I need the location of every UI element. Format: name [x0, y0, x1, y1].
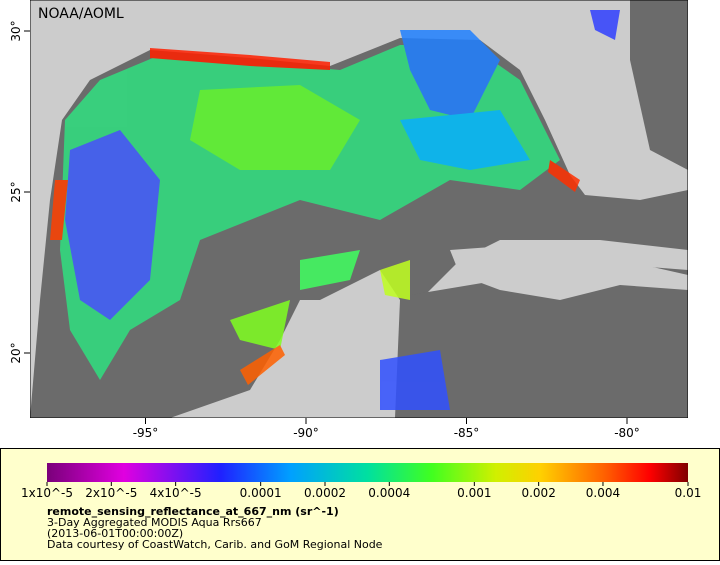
caption-line: 3-Day Aggregated MODIS Aqua Rrs667 [47, 516, 262, 529]
variable-name: remote_sensing_reflectance_at_667_nm (sr… [47, 505, 339, 518]
yucatan [290, 270, 400, 418]
colorbar-tick-label: 0.0001 [240, 486, 282, 500]
colorbar-tick-label: 1x10^-5 [21, 486, 73, 500]
cuba [450, 245, 688, 300]
caption-line: Data courtesy of CoastWatch, Carib. and … [47, 538, 383, 551]
colorbar [47, 463, 688, 482]
colorbar-tick-label: 0.001 [457, 486, 491, 500]
x-tick-label: -95° [133, 426, 159, 440]
x-tick-label: -90° [293, 426, 319, 440]
x-tick-label: -85° [454, 426, 480, 440]
y-tick-label: 25° [9, 181, 23, 202]
colorbar-tick-label: 0.004 [586, 486, 620, 500]
atlantic [630, 0, 688, 170]
credit: NOAA/AOML [38, 6, 124, 22]
caption-line: (2013-06-01T00:00:00Z) [47, 527, 183, 540]
colorbar-tick-label: 4x10^-5 [150, 486, 202, 500]
credit-bg [33, 3, 113, 23]
colorbar-tick-label: 2x10^-5 [85, 486, 137, 500]
colorbar-tick-label: 0.0002 [304, 486, 346, 500]
y-tick-label: 30° [9, 20, 23, 41]
colorbar-tick-label: 0.002 [521, 486, 555, 500]
y-tick-label: 20° [9, 342, 23, 363]
caribbean [380, 260, 688, 418]
map: NOAA/AOML [30, 0, 688, 418]
colorbar-tick-label: 0.0004 [368, 486, 410, 500]
data-field [50, 10, 620, 410]
x-tick-label: -80° [614, 426, 640, 440]
colorbar-tick-label: 0.01 [675, 486, 702, 500]
